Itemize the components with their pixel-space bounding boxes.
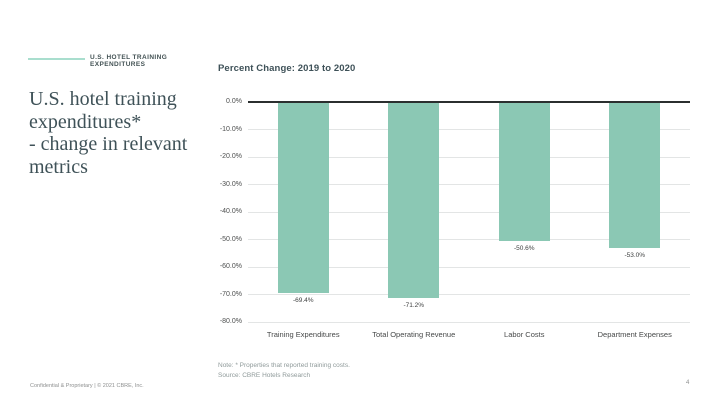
bar-value-label: -53.0%: [624, 251, 646, 259]
bar-value-label: -71.2%: [403, 301, 425, 309]
gridline: [248, 184, 690, 185]
y-axis-tick-label: -60.0%: [219, 263, 242, 270]
bar-chart-plot: 0.0% -10.0% -20.0% -30.0% -40.0% -50.0% -60.0%…: [220, 98, 690, 339]
gridline: [248, 266, 690, 268]
chart-note: Note: * Properties that reported trainin…: [218, 362, 350, 369]
y-axis-tick-label: -50.0%: [219, 235, 242, 243]
chart-source: Source: CBRE Hotels Research: [218, 372, 311, 379]
bar-value-label: -50.6%: [513, 245, 535, 253]
chart-notes: Note: * Properties that reported trainin…: [218, 361, 350, 381]
gridline: [248, 129, 690, 130]
x-axis-category-label: Department Expenses: [597, 330, 672, 339]
bar: [277, 103, 329, 293]
page-number: 4: [686, 380, 690, 386]
y-axis-tick-label: -20.0%: [219, 153, 242, 160]
y-axis-tick-label: -70.0%: [219, 290, 242, 298]
bar-value-label: -69.4%: [292, 296, 314, 304]
kicker-rule: [28, 58, 85, 60]
gridline: [248, 321, 690, 323]
y-axis-tick-label: -30.0%: [219, 180, 242, 188]
zero-axis-line: [248, 101, 690, 103]
bar: [498, 103, 550, 242]
gridline: [248, 239, 690, 240]
chart-title: Percent Change: 2019 to 2020: [218, 63, 356, 74]
kicker-label: U.S. HOTEL TRAINING EXPENDITURES: [90, 54, 168, 68]
y-axis-tick-label: -10.0%: [219, 125, 242, 133]
footer-confidential: Confidential & Proprietary | © 2021 CBRE…: [30, 383, 144, 389]
y-axis-tick-label: -80.0%: [219, 318, 242, 325]
x-axis-category-label: Training Expenditures: [266, 330, 340, 339]
bar: [388, 103, 440, 298]
gridline: [248, 156, 690, 158]
gridline: [248, 294, 690, 295]
y-axis-tick-label: 0.0%: [226, 98, 242, 105]
x-axis-category-label: Total Operating Revenue: [372, 330, 456, 339]
bar: [609, 103, 661, 248]
y-axis-tick-label: -40.0%: [219, 208, 242, 215]
slide-title: U.S. hotel training expenditures* - chan…: [29, 88, 188, 178]
gridline: [248, 211, 690, 213]
x-axis-category-label: Labor Costs: [504, 330, 545, 339]
